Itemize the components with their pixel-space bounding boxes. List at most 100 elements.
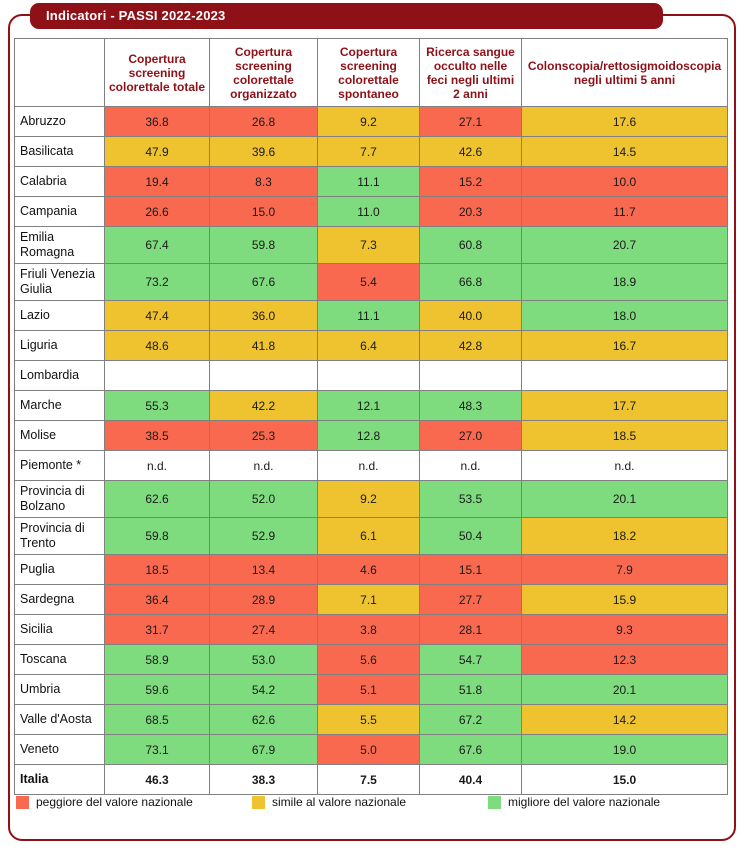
region-cell: Marche: [14, 390, 105, 421]
value-cell: 19.4: [104, 166, 210, 197]
table-row: Friuli Venezia Giulia 73.2 67.6 5.4 66.8 18.9: [14, 263, 728, 301]
value-cell: 67.6: [419, 734, 522, 765]
value-cell: 46.3: [104, 764, 210, 795]
value-cell: [209, 360, 318, 391]
value-cell: 17.6: [521, 106, 728, 137]
indicator-table: Copertura screening colorettale totale Co…: [14, 38, 728, 795]
value-cell: 15.2: [419, 166, 522, 197]
value-cell: 52.0: [209, 480, 318, 518]
value-cell: 14.2: [521, 704, 728, 735]
table-row: Lombardia: [14, 360, 728, 391]
value-cell: 15.9: [521, 584, 728, 615]
value-cell: 27.4: [209, 614, 318, 645]
header-row: Copertura screening colorettale totale Co…: [14, 38, 728, 107]
column-header: Colonscopia/rettosigmoidoscopia negli ul…: [521, 38, 728, 107]
region-cell: Umbria: [14, 674, 105, 705]
value-cell: 48.6: [104, 330, 210, 361]
value-cell: 60.8: [419, 226, 522, 264]
region-cell: Veneto: [14, 734, 105, 765]
value-cell: 52.9: [209, 517, 318, 555]
value-cell: [317, 360, 420, 391]
value-cell: 53.5: [419, 480, 522, 518]
value-cell: 54.2: [209, 674, 318, 705]
value-cell: 27.7: [419, 584, 522, 615]
value-cell: 42.2: [209, 390, 318, 421]
value-cell: 67.6: [209, 263, 318, 301]
value-cell: 20.7: [521, 226, 728, 264]
worse-color-swatch: [16, 795, 29, 809]
value-cell: 40.0: [419, 300, 522, 331]
value-cell: 5.5: [317, 704, 420, 735]
value-cell: 11.0: [317, 196, 420, 227]
value-cell: n.d.: [104, 450, 210, 481]
value-cell: 9.2: [317, 480, 420, 518]
value-cell: 18.5: [104, 554, 210, 585]
region-cell: Campania: [14, 196, 105, 227]
value-cell: 48.3: [419, 390, 522, 421]
value-cell: 20.1: [521, 674, 728, 705]
table-row: Basilicata 47.9 39.6 7.7 42.6 14.5: [14, 136, 728, 167]
table-row: Puglia 18.5 13.4 4.6 15.1 7.9: [14, 554, 728, 585]
legend-item: peggiore del valore nazionale: [16, 795, 252, 809]
value-cell: 15.0: [521, 764, 728, 795]
legend: peggiore del valore nazionale simile al v…: [16, 795, 730, 809]
value-cell: 15.1: [419, 554, 522, 585]
value-cell: 9.2: [317, 106, 420, 137]
region-cell: Provincia di Bolzano: [14, 480, 105, 518]
table-row: Toscana 58.9 53.0 5.6 54.7 12.3: [14, 644, 728, 675]
value-cell: 18.0: [521, 300, 728, 331]
table-row: Campania 26.6 15.0 11.0 20.3 11.7: [14, 196, 728, 227]
value-cell: 20.1: [521, 480, 728, 518]
region-cell: Basilicata: [14, 136, 105, 167]
value-cell: 59.8: [209, 226, 318, 264]
table-row: Piemonte * n.d. n.d. n.d. n.d. n.d.: [14, 450, 728, 481]
value-cell: 11.1: [317, 166, 420, 197]
column-header: Copertura screening colorettale spontane…: [317, 38, 420, 107]
value-cell: 28.9: [209, 584, 318, 615]
region-cell: Calabria: [14, 166, 105, 197]
value-cell: [521, 360, 728, 391]
value-cell: 26.8: [209, 106, 318, 137]
value-cell: 67.4: [104, 226, 210, 264]
value-cell: 6.1: [317, 517, 420, 555]
value-cell: 66.8: [419, 263, 522, 301]
value-cell: 7.9: [521, 554, 728, 585]
legend-label: migliore del valore nazionale: [508, 795, 661, 809]
region-cell: Puglia: [14, 554, 105, 585]
column-header: Ricerca sangue occulto nelle feci negli …: [419, 38, 522, 107]
region-cell: Provincia di Trento: [14, 517, 105, 555]
value-cell: 36.0: [209, 300, 318, 331]
region-cell: Valle d'Aosta: [14, 704, 105, 735]
value-cell: 41.8: [209, 330, 318, 361]
value-cell: 5.4: [317, 263, 420, 301]
value-cell: 11.1: [317, 300, 420, 331]
table-row: Abruzzo 36.8 26.8 9.2 27.1 17.6: [14, 106, 728, 137]
value-cell: 47.4: [104, 300, 210, 331]
value-cell: 73.2: [104, 263, 210, 301]
value-cell: 19.0: [521, 734, 728, 765]
value-cell: 36.4: [104, 584, 210, 615]
value-cell: 68.5: [104, 704, 210, 735]
region-cell: Molise: [14, 420, 105, 451]
value-cell: 14.5: [521, 136, 728, 167]
value-cell: 38.3: [209, 764, 318, 795]
region-cell: Emilia Romagna: [14, 226, 105, 264]
table-row: Provincia di Trento 59.8 52.9 6.1 50.4 18.2: [14, 517, 728, 555]
column-header: Copertura screening colorettale totale: [104, 38, 210, 107]
table-row: Italia 46.3 38.3 7.5 40.4 15.0: [14, 764, 728, 795]
table-row: Veneto 73.1 67.9 5.0 67.6 19.0: [14, 734, 728, 765]
region-cell: Sardegna: [14, 584, 105, 615]
value-cell: 62.6: [104, 480, 210, 518]
region-cell: Liguria: [14, 330, 105, 361]
region-cell: Lazio: [14, 300, 105, 331]
table-row: Lazio 47.4 36.0 11.1 40.0 18.0: [14, 300, 728, 331]
value-cell: n.d.: [209, 450, 318, 481]
value-cell: n.d.: [317, 450, 420, 481]
value-cell: 47.9: [104, 136, 210, 167]
title-bar: Indicatori - PASSI 2022-2023: [30, 3, 663, 29]
value-cell: 31.7: [104, 614, 210, 645]
region-cell: Abruzzo: [14, 106, 105, 137]
value-cell: 25.3: [209, 420, 318, 451]
table-row: Emilia Romagna 67.4 59.8 7.3 60.8 20.7: [14, 226, 728, 264]
value-cell: 50.4: [419, 517, 522, 555]
